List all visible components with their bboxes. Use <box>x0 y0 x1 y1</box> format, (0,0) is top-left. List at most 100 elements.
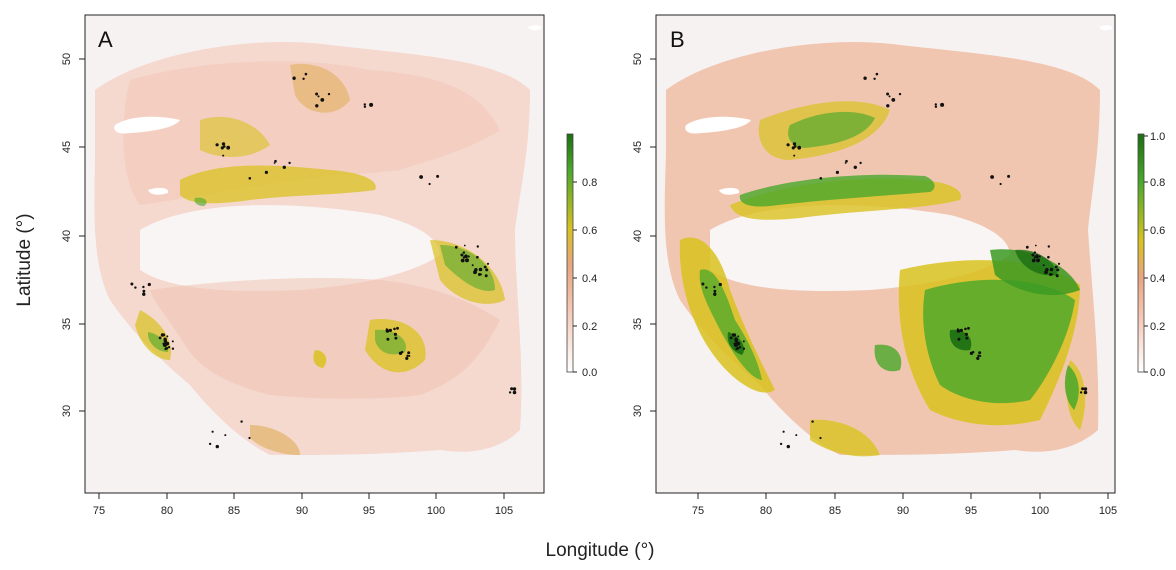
map-panel-b: B 75 80 85 90 95 100 105 30 35 40 <box>632 14 1165 517</box>
occurrence-point <box>401 350 404 354</box>
occurrence-point <box>512 387 517 391</box>
occurrence-point <box>976 356 980 360</box>
occurrence-point <box>1055 274 1059 278</box>
colorbar-tick-label: 0.4 <box>582 273 597 285</box>
colorbar-tick-label: 0.2 <box>582 321 597 333</box>
occurrence-point <box>240 420 243 423</box>
panel-letter-b: B <box>670 27 685 52</box>
occurrence-point <box>859 161 862 165</box>
occurrence-point <box>1038 255 1041 258</box>
occurrence-point <box>1056 268 1060 272</box>
occurrence-point <box>977 354 980 357</box>
occurrence-point <box>888 95 891 98</box>
y-tick-label: 45 <box>632 141 644 153</box>
occurrence-point <box>473 270 477 275</box>
occurrence-point <box>1044 270 1048 275</box>
occurrence-point <box>317 95 320 98</box>
occurrence-point <box>208 442 212 446</box>
lakes <box>685 25 1113 195</box>
occurrence-point <box>786 143 790 147</box>
occurrence-point <box>171 340 174 343</box>
y-tick-label: 35 <box>632 318 644 330</box>
occurrence-point <box>369 102 374 107</box>
y-tick-label: 50 <box>632 53 644 65</box>
occurrence-point <box>959 328 964 332</box>
occurrence-point <box>463 244 466 247</box>
occurrence-point <box>273 162 276 164</box>
occurrence-point <box>315 92 319 96</box>
occurrence-point <box>393 332 397 336</box>
occurrence-point <box>171 347 175 350</box>
occurrence-point <box>940 102 945 107</box>
colorbar-tick-label: 0.6 <box>582 225 597 237</box>
occurrence-point <box>476 245 479 248</box>
occurrence-point <box>793 154 796 157</box>
colorbar-tick-label: 0.8 <box>1150 177 1165 189</box>
occurrence-point <box>408 355 411 357</box>
colorbar-tick-label: 0.4 <box>1150 273 1165 285</box>
occurrence-point <box>853 165 857 169</box>
x-tick-label: 75 <box>692 505 704 517</box>
green-suitability-patches <box>148 197 495 355</box>
occurrence-point <box>811 420 814 423</box>
map-raster-a <box>85 15 544 493</box>
colorbar-tick-label: 0.2 <box>1150 321 1165 333</box>
occurrence-point <box>248 177 252 180</box>
occurrence-point <box>718 282 722 287</box>
colorbar-tick-label: 0.0 <box>582 367 597 379</box>
occurrence-point <box>957 337 961 341</box>
occurrence-point <box>465 258 469 263</box>
occurrence-point <box>166 347 169 350</box>
occurrence-point <box>480 273 482 276</box>
occurrence-point <box>797 145 802 150</box>
occurrence-point <box>701 282 705 286</box>
occurrence-point <box>393 327 396 331</box>
occurrence-point <box>130 282 134 286</box>
occurrence-point <box>713 289 717 293</box>
x-tick-label: 90 <box>897 505 909 517</box>
occurrence-point <box>483 265 487 269</box>
occurrence-point <box>166 335 169 338</box>
occurrence-point <box>967 326 970 330</box>
occurrence-point <box>484 274 488 278</box>
occurrence-point <box>292 76 296 80</box>
occurrence-point <box>315 104 319 108</box>
occurrence-point <box>794 145 797 148</box>
occurrence-point <box>979 355 982 357</box>
occurrence-point <box>388 328 392 332</box>
occurrence-point <box>478 267 483 272</box>
occurrence-point <box>462 256 466 259</box>
occurrence-point <box>508 391 512 394</box>
x-tick-label: 105 <box>495 505 513 517</box>
occurrence-point <box>288 161 291 165</box>
occurrence-point <box>733 342 736 345</box>
occurrence-point <box>428 182 431 186</box>
occurrence-point <box>934 103 937 106</box>
occurrence-point <box>1047 245 1051 248</box>
occurrence-point <box>713 292 717 296</box>
occurrence-point <box>1051 273 1053 276</box>
occurrence-point <box>886 92 890 96</box>
occurrence-point <box>1083 390 1088 395</box>
occurrence-points-a <box>130 72 517 449</box>
occurrence-point <box>791 146 795 150</box>
occurrence-point <box>733 333 737 337</box>
occurrence-point <box>406 354 409 357</box>
occurrence-point <box>735 347 738 351</box>
occurrence-point <box>460 258 465 263</box>
occurrence-point <box>738 346 742 349</box>
x-tick-label: 85 <box>228 505 240 517</box>
occurrence-point <box>407 351 411 355</box>
x-axis-title: Longitude (°) <box>546 540 655 561</box>
occurrence-point <box>964 327 967 331</box>
occurrence-point <box>1042 264 1045 267</box>
occurrence-point <box>436 174 440 178</box>
x-axis-b: 75 80 85 90 95 100 105 <box>692 493 1117 517</box>
occurrence-point <box>142 292 146 296</box>
occurrence-point <box>223 145 226 148</box>
x-tick-label: 95 <box>363 505 375 517</box>
occurrence-point <box>386 337 390 341</box>
occurrence-point <box>512 390 517 395</box>
lakes <box>114 25 542 195</box>
colorbar-tick-label: 0.6 <box>1150 225 1165 237</box>
